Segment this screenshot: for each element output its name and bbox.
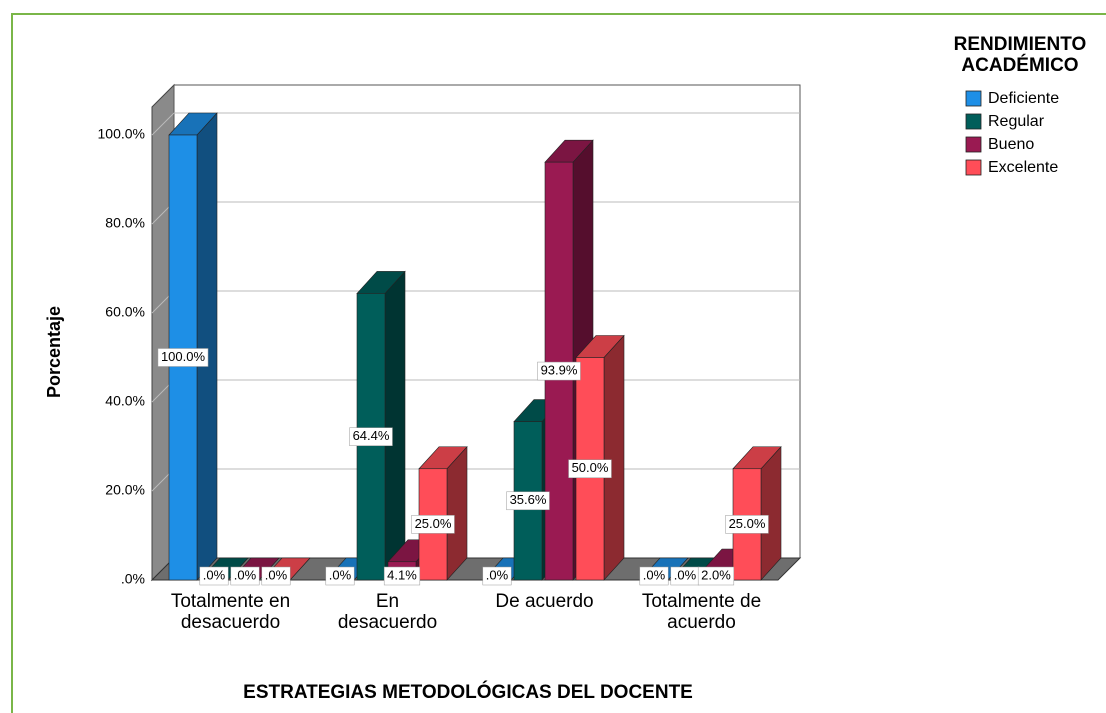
bar — [575, 334, 625, 581]
value-label: 4.1% — [387, 567, 417, 582]
value-label: .0% — [234, 567, 257, 582]
value-label-box — [697, 566, 735, 586]
legend-label: Bueno — [988, 136, 1034, 153]
legend-label: Regular — [988, 113, 1045, 130]
y-tick-label: 100.0% — [98, 126, 145, 142]
y-tick-label: 80.0% — [105, 215, 145, 231]
value-label: .0% — [643, 567, 666, 582]
value-label-box — [230, 566, 260, 586]
value-label: 64.4% — [353, 428, 390, 443]
grid-line-side — [151, 112, 175, 136]
legend-title: RENDIMIENTO ACADÉMICO — [954, 34, 1087, 76]
legend-label: Deficiente — [988, 90, 1059, 107]
y-tick-label: 40.0% — [105, 393, 145, 409]
value-label-box — [506, 491, 550, 511]
value-label: 93.9% — [541, 363, 578, 378]
legend-swatch — [965, 90, 982, 107]
value-label: 25.0% — [415, 516, 452, 531]
value-label: .0% — [329, 567, 352, 582]
value-label-box — [411, 515, 455, 534]
value-label: 35.6% — [510, 492, 547, 507]
legend-swatch — [965, 113, 982, 130]
x-tick-label: De acuerdo — [495, 591, 593, 612]
y-tick-label: 60.0% — [105, 304, 145, 320]
bar — [168, 112, 218, 581]
frame — [11, 13, 1106, 713]
back-wall — [173, 84, 801, 559]
value-label: 2.0% — [701, 567, 731, 582]
bar-side — [446, 445, 468, 581]
value-label-box — [349, 427, 393, 446]
x-tick-label: Totalmente de acuerdo — [642, 591, 761, 633]
bar-side — [603, 334, 625, 581]
value-label: 25.0% — [729, 516, 766, 531]
value-label: .0% — [203, 567, 226, 582]
x-axis-label: ESTRATEGIAS METODOLÓGICAS DEL DOCENTE — [243, 681, 693, 703]
x-tick-label: Totalmente en desacuerdo — [171, 591, 290, 633]
y-tick-label: 20.0% — [105, 482, 145, 498]
legend-swatch — [965, 159, 982, 176]
value-label: 100.0% — [161, 349, 206, 364]
value-label-box — [537, 361, 581, 381]
value-label-box — [325, 566, 355, 586]
value-label-box — [199, 566, 229, 586]
value-label: .0% — [674, 567, 697, 582]
value-label: .0% — [265, 567, 288, 582]
value-label-box — [725, 515, 769, 534]
y-axis-label: Porcentaje — [44, 306, 64, 398]
legend-label: Excelente — [988, 159, 1058, 176]
value-label-box — [568, 459, 612, 478]
value-label: 50.0% — [572, 460, 609, 475]
bar — [732, 445, 782, 581]
bar-side — [760, 445, 782, 581]
value-label: .0% — [486, 567, 509, 582]
bar — [356, 270, 406, 581]
bar-side — [196, 112, 218, 581]
bar-side — [384, 270, 406, 581]
value-label-box — [639, 566, 669, 586]
value-label-box — [261, 566, 291, 586]
bar — [418, 445, 468, 581]
value-label-box — [482, 566, 512, 586]
x-tick-label: En desacuerdo — [338, 591, 437, 633]
legend-swatch — [965, 136, 982, 153]
value-label-box — [383, 566, 421, 586]
y-tick-label: .0% — [121, 571, 145, 587]
value-label-box — [157, 348, 209, 367]
